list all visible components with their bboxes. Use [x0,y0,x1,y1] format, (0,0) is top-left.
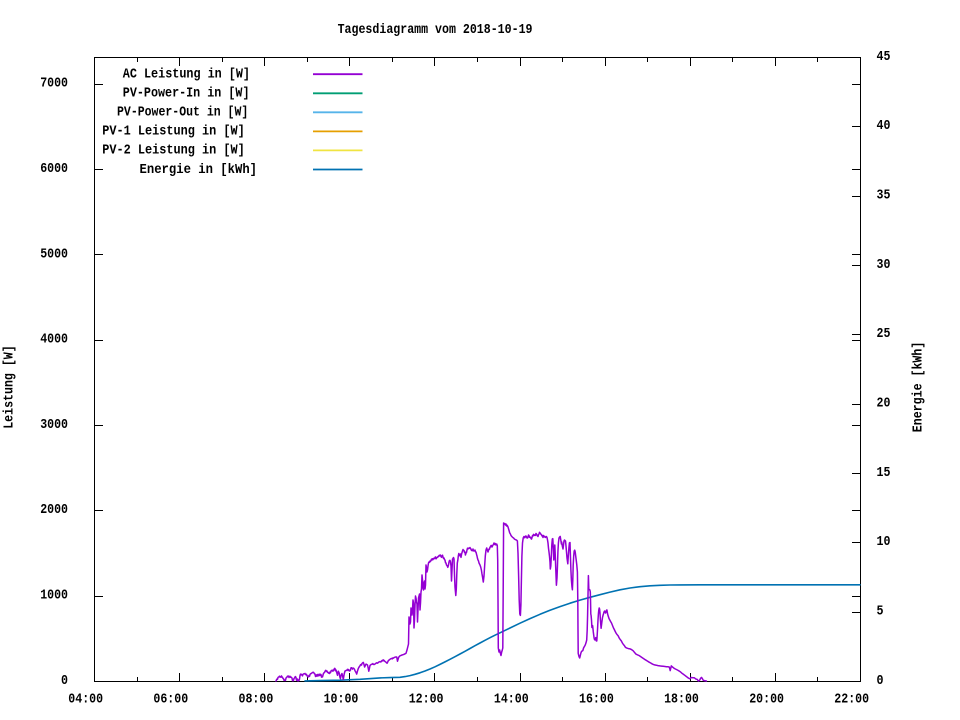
svg-text:18:00: 18:00 [664,692,699,708]
svg-text:PV-2 Leistung in [W]: PV-2 Leistung in [W] [102,143,245,159]
svg-text:PV-1 Leistung in [W]: PV-1 Leistung in [W] [102,124,245,140]
svg-text:PV-Power-In in [W]: PV-Power-In in [W] [123,86,250,102]
svg-text:15: 15 [877,465,891,481]
svg-text:Energie [kWh]: Energie [kWh] [911,342,927,433]
svg-text:0: 0 [877,673,884,689]
svg-text:04:00: 04:00 [68,692,103,708]
svg-text:12:00: 12:00 [409,692,444,708]
svg-text:06:00: 06:00 [153,692,188,708]
svg-text:2000: 2000 [40,502,68,518]
svg-text:Tagesdiagramm vom 2018-10-19: Tagesdiagramm vom 2018-10-19 [338,22,533,38]
svg-text:14:00: 14:00 [494,692,529,708]
svg-text:AC Leistung in [W]: AC Leistung in [W] [123,67,250,83]
svg-text:45: 45 [877,49,891,65]
svg-text:25: 25 [877,326,891,342]
svg-text:1000: 1000 [40,588,68,604]
svg-text:0: 0 [61,673,68,689]
svg-text:4000: 4000 [40,332,68,348]
svg-text:30: 30 [877,257,891,273]
svg-text:16:00: 16:00 [579,692,614,708]
svg-text:5000: 5000 [40,246,68,262]
svg-text:Leistung [W]: Leistung [W] [2,345,18,429]
svg-text:40: 40 [877,118,891,134]
svg-text:10:00: 10:00 [324,692,359,708]
svg-text:20: 20 [877,396,891,412]
svg-text:35: 35 [877,188,891,204]
svg-text:7000: 7000 [40,76,68,92]
svg-text:08:00: 08:00 [239,692,274,708]
svg-text:Energie in [kWh]: Energie in [kWh] [140,162,258,178]
svg-text:PV-Power-Out in [W]: PV-Power-Out in [W] [117,105,248,121]
svg-text:6000: 6000 [40,161,68,177]
svg-text:20:00: 20:00 [749,692,784,708]
svg-text:5: 5 [877,604,884,620]
svg-text:3000: 3000 [40,417,68,433]
svg-text:22:00: 22:00 [834,692,869,708]
svg-text:10: 10 [877,534,891,550]
